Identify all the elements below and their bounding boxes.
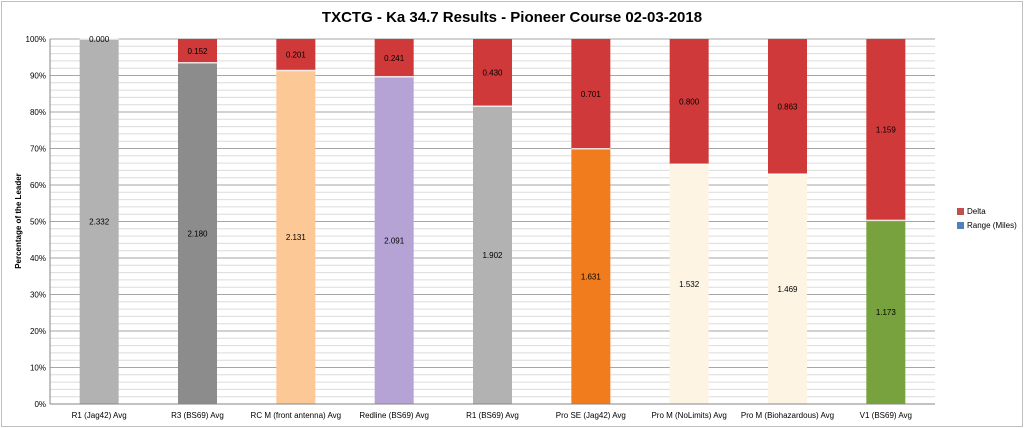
y-tick-label: 20% bbox=[30, 327, 46, 336]
data-label-range: 2.131 bbox=[286, 233, 307, 242]
legend: Delta Range (Miles) bbox=[957, 207, 1017, 230]
bar-range bbox=[571, 148, 611, 404]
y-tick-label: 90% bbox=[30, 72, 46, 81]
bar-range bbox=[79, 39, 119, 404]
y-tick-label: 50% bbox=[30, 218, 46, 227]
data-label-delta: 0.800 bbox=[679, 98, 700, 107]
x-tick-label: Redline (BS69) Avg bbox=[359, 411, 429, 420]
bar-delta bbox=[178, 39, 217, 63]
legend-label: Range (Miles) bbox=[967, 221, 1017, 230]
data-label-range: 2.180 bbox=[187, 229, 208, 238]
bars: 2.332 0.000 2.180 0.152 2.131 0.201 2.091 0.241… bbox=[79, 35, 906, 405]
x-tick-label: V1 (BS69) Avg bbox=[860, 411, 912, 420]
bar-delta bbox=[473, 39, 512, 107]
data-label-range: 2.091 bbox=[384, 236, 405, 245]
bar-delta bbox=[768, 39, 807, 175]
bar-range bbox=[276, 70, 316, 405]
data-label-range: 1.532 bbox=[679, 280, 700, 289]
bar-range bbox=[374, 76, 414, 405]
data-label-delta: 0.701 bbox=[581, 90, 602, 99]
data-label-delta: 0.863 bbox=[777, 103, 798, 112]
y-tick-label: 30% bbox=[30, 291, 46, 300]
y-tick-label: 60% bbox=[30, 181, 46, 190]
y-tick-label: 100% bbox=[26, 35, 46, 44]
bar-range bbox=[768, 174, 807, 404]
bar-range bbox=[669, 164, 709, 404]
data-label-delta: 0.430 bbox=[482, 69, 503, 78]
data-label-delta: 0.152 bbox=[187, 47, 208, 56]
x-tick-label: R3 (BS69) Avg bbox=[171, 411, 224, 420]
data-label-delta: 0.201 bbox=[286, 51, 307, 60]
x-tick-label: Pro SE (Jag42) Avg bbox=[556, 411, 626, 420]
y-tick-label: 10% bbox=[30, 364, 46, 373]
data-label-range: 1.902 bbox=[482, 251, 503, 260]
data-label-range: 2.332 bbox=[89, 218, 110, 227]
y-tick-label: 0% bbox=[34, 400, 46, 409]
data-label-range: 1.173 bbox=[876, 308, 897, 317]
data-label-range: 1.469 bbox=[777, 285, 798, 294]
bar-range bbox=[866, 220, 906, 404]
legend-label: Delta bbox=[967, 207, 986, 216]
x-tick-label: RC M (front antenna) Avg bbox=[251, 411, 342, 420]
data-label-delta: 1.159 bbox=[876, 126, 897, 135]
y-tick-label: 40% bbox=[30, 254, 46, 263]
y-tick-label: 80% bbox=[30, 108, 46, 117]
data-label-range: 1.631 bbox=[581, 272, 602, 281]
legend-swatch bbox=[957, 222, 964, 229]
chart-title: TXCTG - Ka 34.7 Results - Pioneer Course… bbox=[322, 9, 702, 26]
y-tick-label: 70% bbox=[30, 145, 46, 154]
data-label-delta: 0.241 bbox=[384, 54, 405, 63]
x-tick-label: Pro M (Biohazardous) Avg bbox=[741, 411, 834, 420]
bar-delta bbox=[374, 39, 414, 77]
bar-range bbox=[473, 106, 512, 405]
data-label-delta: 0.000 bbox=[89, 35, 110, 44]
x-tick-label: Pro M (NoLimits) Avg bbox=[651, 411, 726, 420]
x-tick-label: R1 (Jag42) Avg bbox=[72, 411, 127, 420]
bar-delta bbox=[669, 39, 709, 165]
legend-swatch bbox=[957, 208, 964, 215]
axes: 0% 10% 20% 30% 40% 50% 60% 70% 80% 90% 100% R1 (Jag… bbox=[26, 35, 935, 420]
x-tick-label: R1 (BS69) Avg bbox=[466, 411, 519, 420]
bar-range bbox=[178, 62, 217, 404]
bar-delta bbox=[571, 39, 611, 149]
y-axis-label: Percentage of the Leader bbox=[14, 173, 23, 269]
bar-delta bbox=[276, 39, 316, 71]
bar-delta bbox=[866, 39, 906, 221]
